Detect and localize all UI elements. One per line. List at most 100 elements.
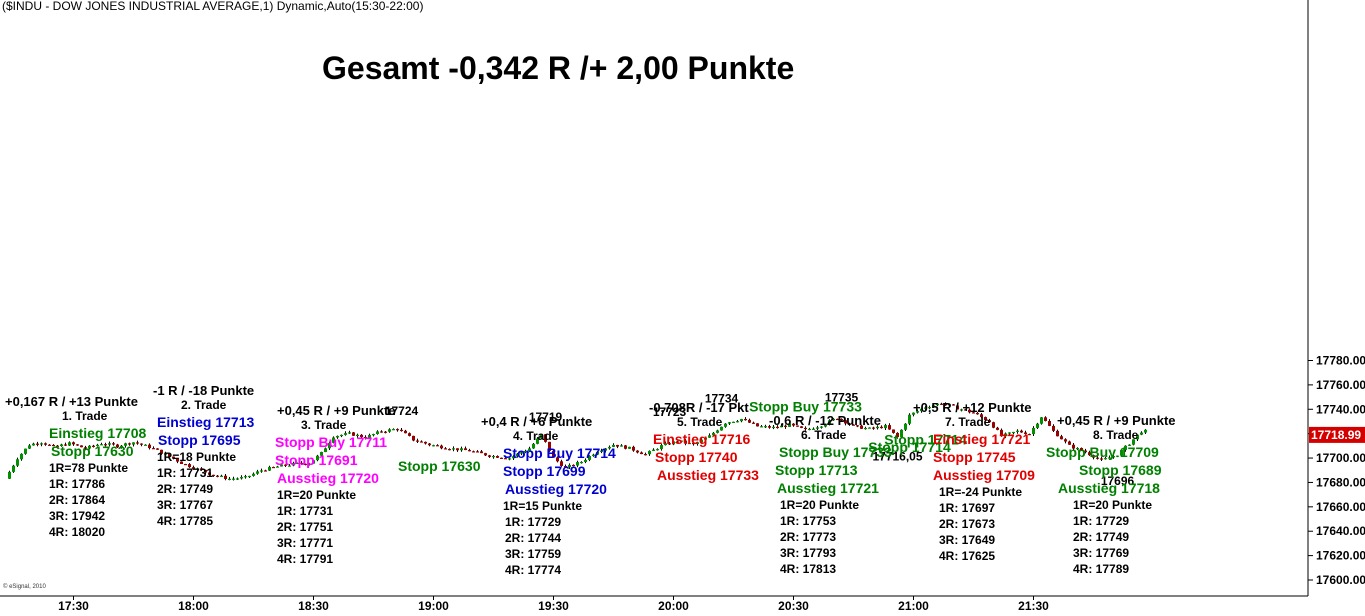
trade-7-line: 4R: 17625	[939, 549, 996, 563]
trade-3-line: 2R: 17751	[277, 520, 334, 534]
candle-down	[416, 440, 419, 442]
candle-down	[464, 448, 467, 451]
candle-up	[1016, 430, 1019, 432]
candle-up	[568, 464, 571, 468]
candle-up	[628, 446, 631, 449]
time-tick-label: 17:30	[58, 599, 89, 613]
candle-up	[120, 445, 123, 448]
candle-up	[388, 429, 391, 432]
trade-6-line: Stopp Buy 17733	[779, 444, 892, 460]
candle-down	[560, 461, 563, 466]
candle-down	[36, 443, 39, 445]
candle-down	[484, 453, 487, 456]
price-tick-label: 17620.00	[1316, 549, 1365, 563]
candle-up	[760, 426, 763, 428]
candle-down	[896, 432, 899, 438]
candle-up	[8, 471, 11, 479]
candle-up	[620, 445, 623, 447]
candle-down	[428, 443, 431, 446]
candle-up	[460, 448, 463, 451]
candle-up	[1120, 449, 1123, 456]
candle-down	[140, 443, 143, 445]
candle-up	[1008, 432, 1011, 434]
candle-up	[332, 437, 335, 443]
candle-down	[56, 445, 59, 447]
candle-down	[488, 455, 491, 457]
trade-6-line: 2R: 17773	[780, 530, 837, 544]
candle-up	[68, 442, 71, 446]
swing-price-label: 17723	[653, 405, 687, 419]
candle-up	[392, 429, 395, 431]
trade-2-line: Stopp 17695	[158, 432, 241, 448]
candle-up	[508, 458, 511, 460]
trade-4-line: Stopp 17699	[503, 463, 586, 479]
trade-4-line: 2R: 17744	[505, 531, 562, 545]
candle-down	[940, 403, 943, 405]
candle-down	[1048, 421, 1051, 426]
candle-down	[208, 472, 211, 475]
candle-up	[376, 431, 379, 435]
trade-8-line: 1R: 17729	[1073, 514, 1130, 528]
candle-up	[820, 426, 823, 428]
candle-down	[420, 441, 423, 443]
trade-3-line: 1R: 17731	[277, 504, 334, 518]
trade-8-line: 1R=20 Punkte	[1073, 498, 1153, 512]
candle-down	[224, 475, 227, 479]
candle-up	[528, 448, 531, 451]
candle-down	[360, 434, 363, 438]
candle-down	[136, 442, 139, 444]
candle-down	[848, 423, 851, 425]
candle-down	[844, 420, 847, 424]
trade-2-line: 4R: 17785	[157, 514, 214, 528]
trade-7-line: 1R=-24 Punkte	[939, 485, 1023, 499]
candle-down	[504, 458, 507, 460]
candle-up	[1140, 432, 1143, 435]
candle-up	[372, 434, 375, 436]
candle-up	[772, 426, 775, 429]
candle-down	[676, 441, 679, 443]
candle-down	[424, 441, 427, 444]
candle-down	[692, 442, 695, 445]
time-tick-label: 19:30	[538, 599, 569, 613]
candle-up	[788, 423, 791, 427]
candle-up	[712, 432, 715, 436]
candle-up	[20, 453, 23, 460]
candle-up	[348, 432, 351, 434]
candle-up	[700, 439, 703, 443]
candle-down	[748, 419, 751, 423]
candle-up	[252, 473, 255, 476]
trade-2-line: 2R: 17749	[157, 482, 214, 496]
candle-down	[64, 444, 67, 446]
trade-1-line: 4R: 18020	[49, 525, 106, 539]
candle-down	[952, 404, 955, 406]
trade-8-line: Ausstieg 17718	[1058, 480, 1160, 496]
candle-down	[180, 461, 183, 464]
candle-up	[1104, 458, 1107, 460]
candle-down	[800, 426, 803, 428]
trade-4-line: 4R: 17774	[505, 563, 562, 577]
candle-down	[476, 451, 479, 453]
trade-7-line: Stopp 17745	[933, 449, 1016, 465]
time-tick-label: 19:00	[418, 599, 449, 613]
candle-up	[908, 414, 911, 424]
candle-up	[248, 475, 251, 478]
trade-8-line: 4R: 17789	[1073, 562, 1130, 576]
candle-down	[104, 444, 107, 446]
candle-up	[924, 407, 927, 409]
trade-4-line: Ausstieg 17720	[505, 481, 607, 497]
candle-up	[912, 412, 915, 415]
candle-up	[316, 455, 319, 461]
candle-down	[616, 444, 619, 447]
candle-down	[1080, 447, 1083, 451]
candle-down	[1052, 425, 1055, 431]
trade-6-line: 1R=20 Punkte	[780, 498, 860, 512]
candle-up	[1004, 433, 1007, 437]
candle-down	[996, 427, 999, 430]
candle-down	[1020, 430, 1023, 433]
candle-up	[932, 405, 935, 408]
candle-down	[988, 420, 991, 423]
trade-7-line: 7. Trade	[945, 415, 991, 429]
candle-up	[344, 433, 347, 435]
trade-8-line: 8. Trade	[1093, 428, 1139, 442]
candle-up	[492, 456, 495, 458]
